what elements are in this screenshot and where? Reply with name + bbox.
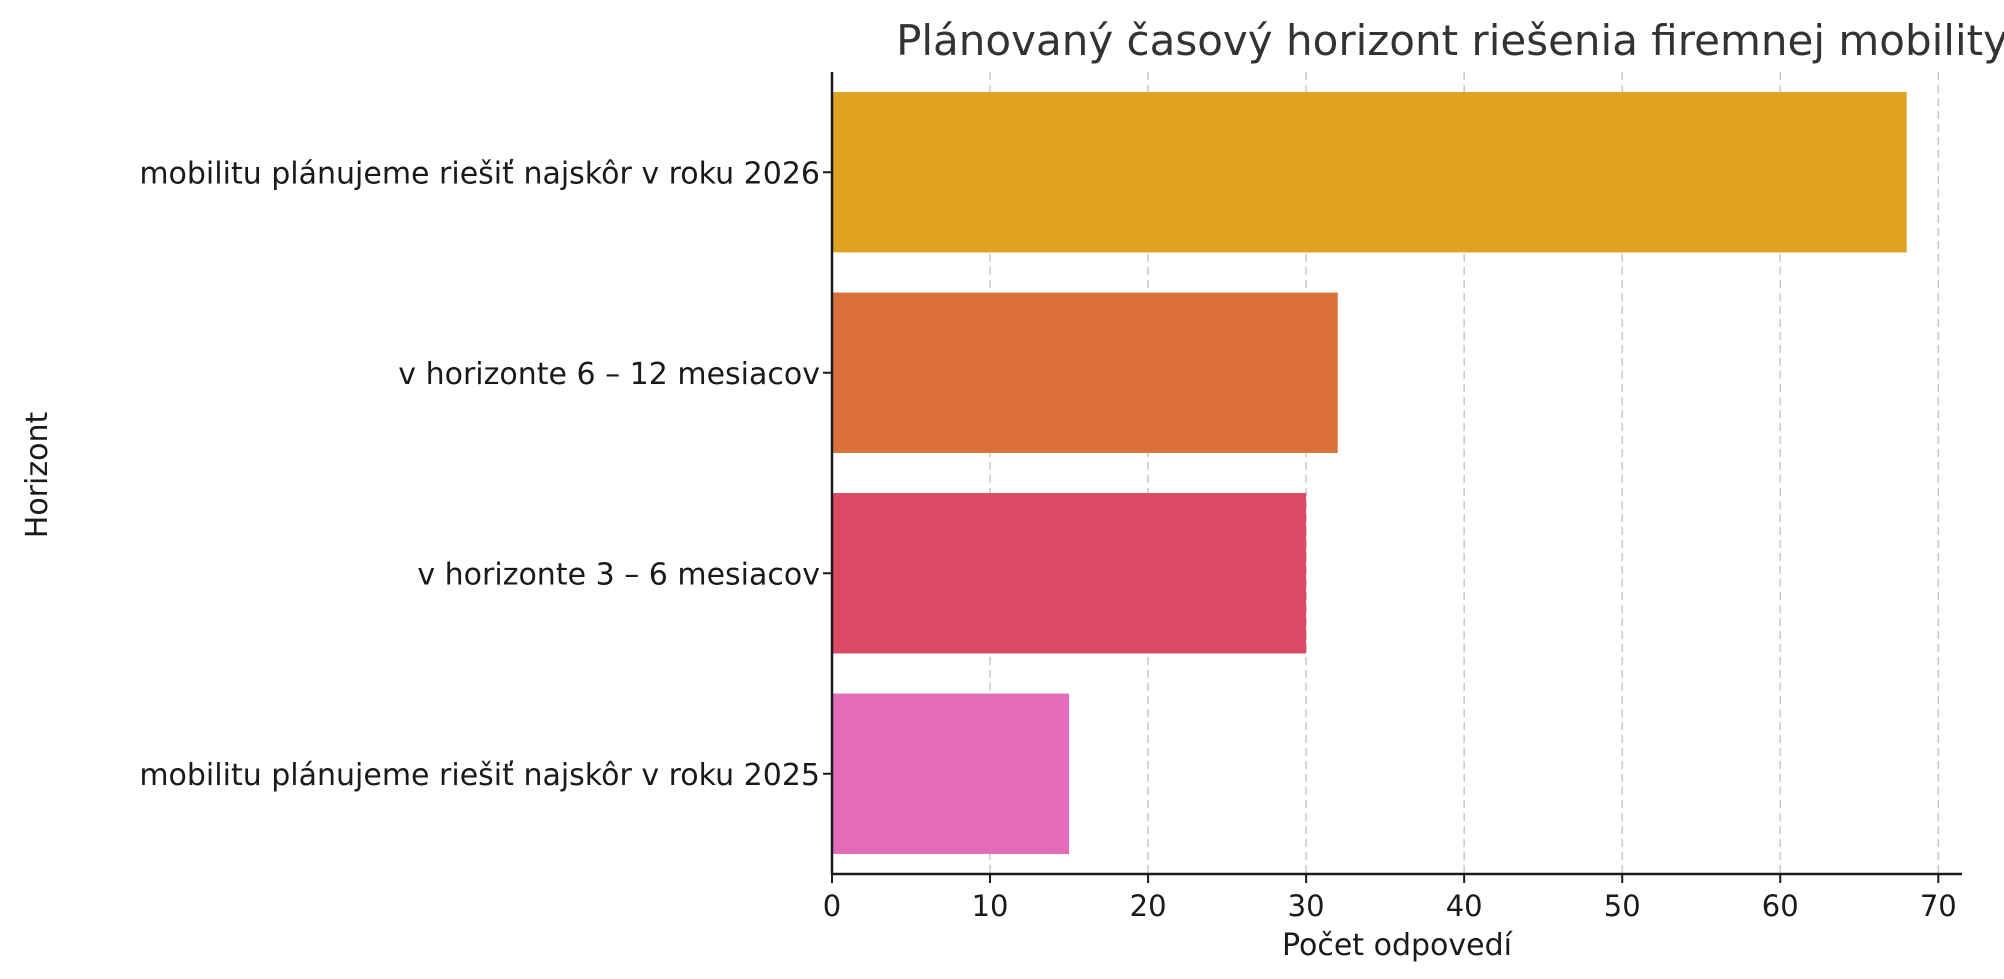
bar-4 xyxy=(832,693,1070,854)
axes xyxy=(830,72,1962,876)
x-tick-label: 10 xyxy=(972,889,1009,923)
bars xyxy=(832,92,1907,854)
x-tick-label: 40 xyxy=(1446,889,1483,923)
x-tick-label: 0 xyxy=(823,889,841,923)
x-tick-label: 30 xyxy=(1288,889,1325,923)
y-axis-title: Horizont xyxy=(20,412,55,539)
x-tick-label: 20 xyxy=(1130,889,1167,923)
x-tick-label: 60 xyxy=(1762,889,1799,923)
chart-title: Plánovaný časový horizont riešenia firem… xyxy=(896,16,2004,65)
category-labels: mobilitu plánujeme riešiť najskôr v roku… xyxy=(139,156,832,793)
x-tick-label: 50 xyxy=(1604,889,1641,923)
bar-1 xyxy=(832,92,1907,253)
category-label: mobilitu plánujeme riešiť najskôr v roku… xyxy=(139,156,820,191)
x-axis-title: Počet odpovedí xyxy=(1282,928,1514,963)
x-tick-label: 70 xyxy=(1920,889,1957,923)
bar-3 xyxy=(832,493,1307,654)
category-label: v horizonte 6 – 12 mesiacov xyxy=(398,357,820,392)
category-label: mobilitu plánujeme riešiť najskôr v roku… xyxy=(139,758,820,793)
x-ticks: 0 10 20 30 40 50 60 70 xyxy=(823,874,1957,923)
category-label: v horizonte 3 – 6 mesiacov xyxy=(417,557,820,592)
bar-2 xyxy=(832,292,1338,453)
